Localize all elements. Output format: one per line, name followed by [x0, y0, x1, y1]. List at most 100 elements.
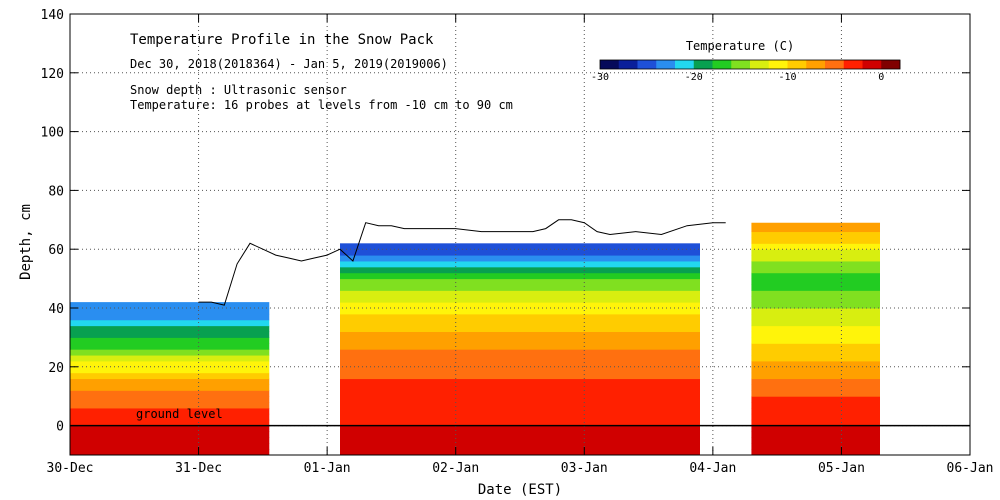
heatmap-band: [70, 331, 270, 338]
heatmap-band: [70, 449, 270, 456]
x-tick-label: 30-Dec: [47, 461, 94, 476]
colorbar-tick-label: 0: [878, 72, 884, 83]
heatmap-band: [340, 407, 700, 415]
x-tick-label: 05-Jan: [818, 461, 865, 476]
heatmap-band: [70, 413, 270, 421]
heatmap-band: [751, 325, 880, 333]
colorbar-swatch: [768, 60, 788, 69]
y-axis-title: Depth, cm: [18, 204, 34, 280]
heatmap-band: [751, 402, 880, 409]
heatmap-band: [751, 384, 880, 391]
heatmap-band: [70, 402, 270, 409]
heatmap-band: [751, 255, 880, 262]
heatmap-band: [340, 313, 700, 321]
heatmap-band: [751, 366, 880, 374]
colorbar-tick-label: -30: [591, 72, 609, 83]
heatmap-band: [751, 284, 880, 291]
heatmap-band: [70, 313, 270, 321]
heatmap-band: [751, 378, 880, 385]
heatmap-band: [340, 355, 700, 362]
colorbar-swatch: [787, 60, 807, 69]
y-tick-label: 40: [48, 302, 64, 317]
heatmap-band: [340, 331, 700, 338]
heatmap-band: [340, 419, 700, 427]
heatmap-band: [751, 407, 880, 415]
x-tick-label: 01-Jan: [304, 461, 351, 476]
plot-area: [70, 222, 880, 456]
heatmap-band: [751, 431, 880, 438]
heatmap-band: [340, 449, 700, 456]
heatmap-band: [340, 443, 700, 450]
heatmap-band: [70, 349, 270, 356]
heatmap-band: [751, 260, 880, 268]
y-tick-label: 100: [41, 126, 64, 141]
heatmap-band: [340, 343, 700, 350]
heatmap-band: [751, 231, 880, 238]
x-tick-label: 02-Jan: [432, 461, 479, 476]
chart-title: Temperature Profile in the Snow Pack: [130, 32, 434, 48]
heatmap-band: [70, 325, 270, 333]
heatmap-band: [70, 390, 270, 397]
heatmap-band: [751, 413, 880, 421]
heatmap-band: [340, 425, 700, 432]
heatmap-band: [70, 384, 270, 391]
heatmap-band: [340, 384, 700, 391]
heatmap-band: [751, 278, 880, 285]
colorbar-swatch: [862, 60, 882, 69]
x-tick-label: 06-Jan: [947, 461, 994, 476]
colorbar-swatch: [881, 60, 901, 69]
colorbar-swatch: [750, 60, 770, 69]
heatmap-band: [751, 302, 880, 309]
snow-depth-line: [198, 219, 726, 306]
colorbar-tick-label: -20: [685, 72, 703, 83]
heatmap-band: [340, 243, 700, 250]
heatmap-band: [340, 290, 700, 297]
heatmap-band: [340, 366, 700, 374]
chart-subtitle: Dec 30, 2018(2018364) - Jan 5, 2019(2019…: [130, 57, 448, 71]
heatmap-band: [751, 372, 880, 380]
colorbar-swatch: [637, 60, 657, 69]
grid-lines: [70, 14, 970, 455]
heatmap-band: [751, 331, 880, 338]
heatmap-band: [70, 302, 270, 309]
heatmap-band: [751, 349, 880, 356]
heatmap-band: [751, 360, 880, 368]
heatmap-band: [751, 296, 880, 303]
plot-frame: [69, 13, 971, 456]
heatmap-segment: [340, 243, 700, 456]
heatmap-band: [70, 396, 270, 403]
heatmap-band: [340, 372, 700, 380]
heatmap-band: [340, 325, 700, 333]
heatmap-band: [340, 431, 700, 438]
chart-note-2: Temperature: 16 probes at levels from -1…: [130, 98, 513, 112]
heatmap-band: [70, 407, 270, 415]
chart-note-1: Snow depth : Ultrasonic sensor: [130, 83, 347, 97]
heatmap-band: [751, 290, 880, 297]
colorbar-title: Temperature (C): [686, 39, 794, 53]
heatmap-band: [340, 260, 700, 268]
heatmap-band: [340, 272, 700, 280]
heatmap-band: [751, 355, 880, 362]
heatmap-band: [751, 313, 880, 321]
colorbar-frame: [599, 59, 901, 70]
annotations: Temperature Profile in the Snow Pack Dec…: [18, 32, 794, 498]
heatmap-band: [70, 343, 270, 350]
heatmap-band: [340, 284, 700, 291]
heatmap-band: [70, 360, 270, 368]
heatmap-segment: [70, 302, 270, 456]
colorbar-swatch: [731, 60, 751, 69]
heatmap-band: [70, 308, 270, 315]
heatmap-band: [751, 396, 880, 403]
heatmap-band: [340, 308, 700, 315]
heatmap-band: [751, 343, 880, 350]
heatmap-band: [340, 413, 700, 421]
snow-depth-series: [198, 219, 726, 306]
heatmap-band: [340, 302, 700, 309]
heatmap-band: [340, 319, 700, 327]
heatmap-band: [340, 337, 700, 344]
heatmap-band: [340, 255, 700, 262]
heatmap-band: [340, 390, 700, 397]
x-tick-label: 03-Jan: [561, 461, 608, 476]
colorbar-swatch: [825, 60, 845, 69]
